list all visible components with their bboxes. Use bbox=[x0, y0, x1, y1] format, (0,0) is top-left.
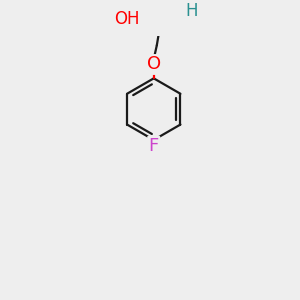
Text: O: O bbox=[147, 56, 161, 74]
Text: F: F bbox=[148, 137, 159, 155]
Text: H: H bbox=[185, 2, 198, 20]
Polygon shape bbox=[136, 16, 161, 24]
Text: OH: OH bbox=[114, 10, 140, 28]
